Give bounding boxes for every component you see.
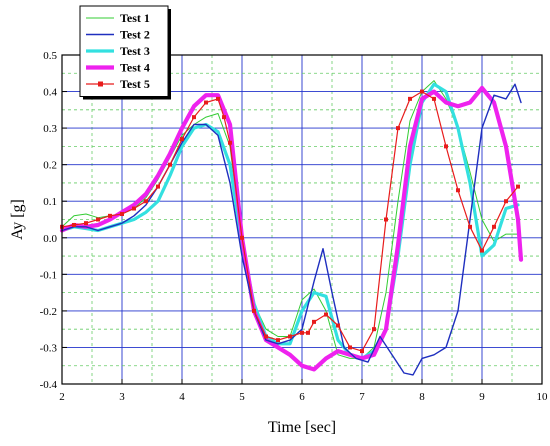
series-point-test-5: [516, 184, 520, 189]
series-point-test-5: [396, 126, 400, 131]
series-point-test-5: [240, 235, 244, 240]
series-point-test-5: [384, 217, 388, 222]
legend-label-test-3: Test 3: [120, 44, 150, 58]
axis-ticks: 2 3 4 5 6 7 8 9 10 -0.4 -0.3 -0.2 -0.1 0.0 0.1 0.2 0.3 0.…: [40, 50, 548, 403]
legend: Test 1 Test 2 Test 3 Test 4 Test 5: [79, 5, 171, 100]
series-point-test-5: [432, 96, 436, 101]
series-point-test-5: [276, 338, 280, 343]
x-tick-label: 10: [537, 391, 549, 403]
x-tick-label: 9: [479, 391, 485, 403]
series-point-test-5: [222, 115, 226, 120]
y-tick-label: -0.3: [40, 342, 58, 354]
series-point-test-5: [96, 217, 100, 222]
x-axis-title: Time [sec]: [268, 419, 336, 436]
series-point-test-5: [264, 334, 268, 339]
legend-marker-test-5: [98, 81, 103, 87]
series-point-test-5: [108, 213, 112, 218]
x-tick-label: 3: [119, 391, 125, 403]
y-axis-title: Ay [g]: [9, 199, 26, 240]
x-tick-label: 5: [239, 391, 245, 403]
series-point-test-5: [72, 222, 76, 227]
series-point-test-5: [300, 330, 304, 335]
legend-label-test-2: Test 2: [120, 28, 150, 42]
series-point-test-5: [492, 224, 496, 229]
series-point-test-5: [132, 206, 136, 211]
series-point-test-5: [408, 96, 412, 101]
x-tick-label: 2: [59, 391, 65, 403]
series-point-test-5: [192, 115, 196, 120]
x-tick-label: 6: [299, 391, 305, 403]
series-point-test-5: [252, 308, 256, 313]
legend-label-test-5: Test 5: [120, 77, 150, 91]
series-point-test-5: [360, 349, 364, 354]
series-point-test-5: [306, 330, 310, 335]
series-point-test-5: [336, 323, 340, 328]
series-point-test-5: [372, 327, 376, 332]
series-point-test-5: [288, 334, 292, 339]
y-tick-label: 0.3: [43, 123, 57, 135]
y-tick-label: -0.2: [40, 306, 57, 318]
y-tick-label: 0.0: [43, 233, 57, 245]
series-point-test-5: [444, 144, 448, 149]
x-tick-label: 4: [179, 391, 185, 403]
series-point-test-5: [120, 212, 124, 217]
series-point-test-5: [204, 100, 208, 105]
series-point-test-5: [324, 312, 328, 317]
x-tick-label: 8: [419, 391, 425, 403]
series-line-test-3: [60, 82, 520, 360]
series-line-test-4: [59, 85, 524, 372]
y-tick-label: 0.4: [43, 87, 57, 99]
series-point-test-5: [168, 162, 172, 167]
series-point-test-5: [84, 221, 88, 226]
series-point-test-5: [420, 89, 424, 94]
series-point-test-5: [348, 345, 352, 350]
series-point-test-5: [504, 199, 508, 204]
series-point-test-5: [180, 137, 184, 142]
y-tick-label: 0.5: [43, 50, 57, 62]
x-tick-label: 7: [359, 391, 365, 403]
series-point-test-5: [312, 319, 316, 324]
series-point-test-5: [144, 199, 148, 204]
series-point-test-5: [456, 188, 460, 193]
series-point-test-5: [468, 224, 472, 229]
legend-label-test-4: Test 4: [120, 61, 150, 75]
series-point-test-5: [156, 184, 160, 189]
series-line-test-2: [61, 83, 522, 376]
y-tick-label: -0.4: [40, 379, 58, 391]
y-tick-label: 0.2: [43, 160, 57, 172]
y-tick-label: -0.1: [40, 269, 57, 281]
legend-label-test-1: Test 1: [120, 11, 150, 25]
y-tick-label: 0.1: [43, 196, 57, 208]
series-layer: [59, 80, 524, 376]
series-point-test-5: [216, 96, 220, 101]
series-point-test-5: [228, 140, 232, 145]
series-point-test-5: [480, 248, 484, 253]
